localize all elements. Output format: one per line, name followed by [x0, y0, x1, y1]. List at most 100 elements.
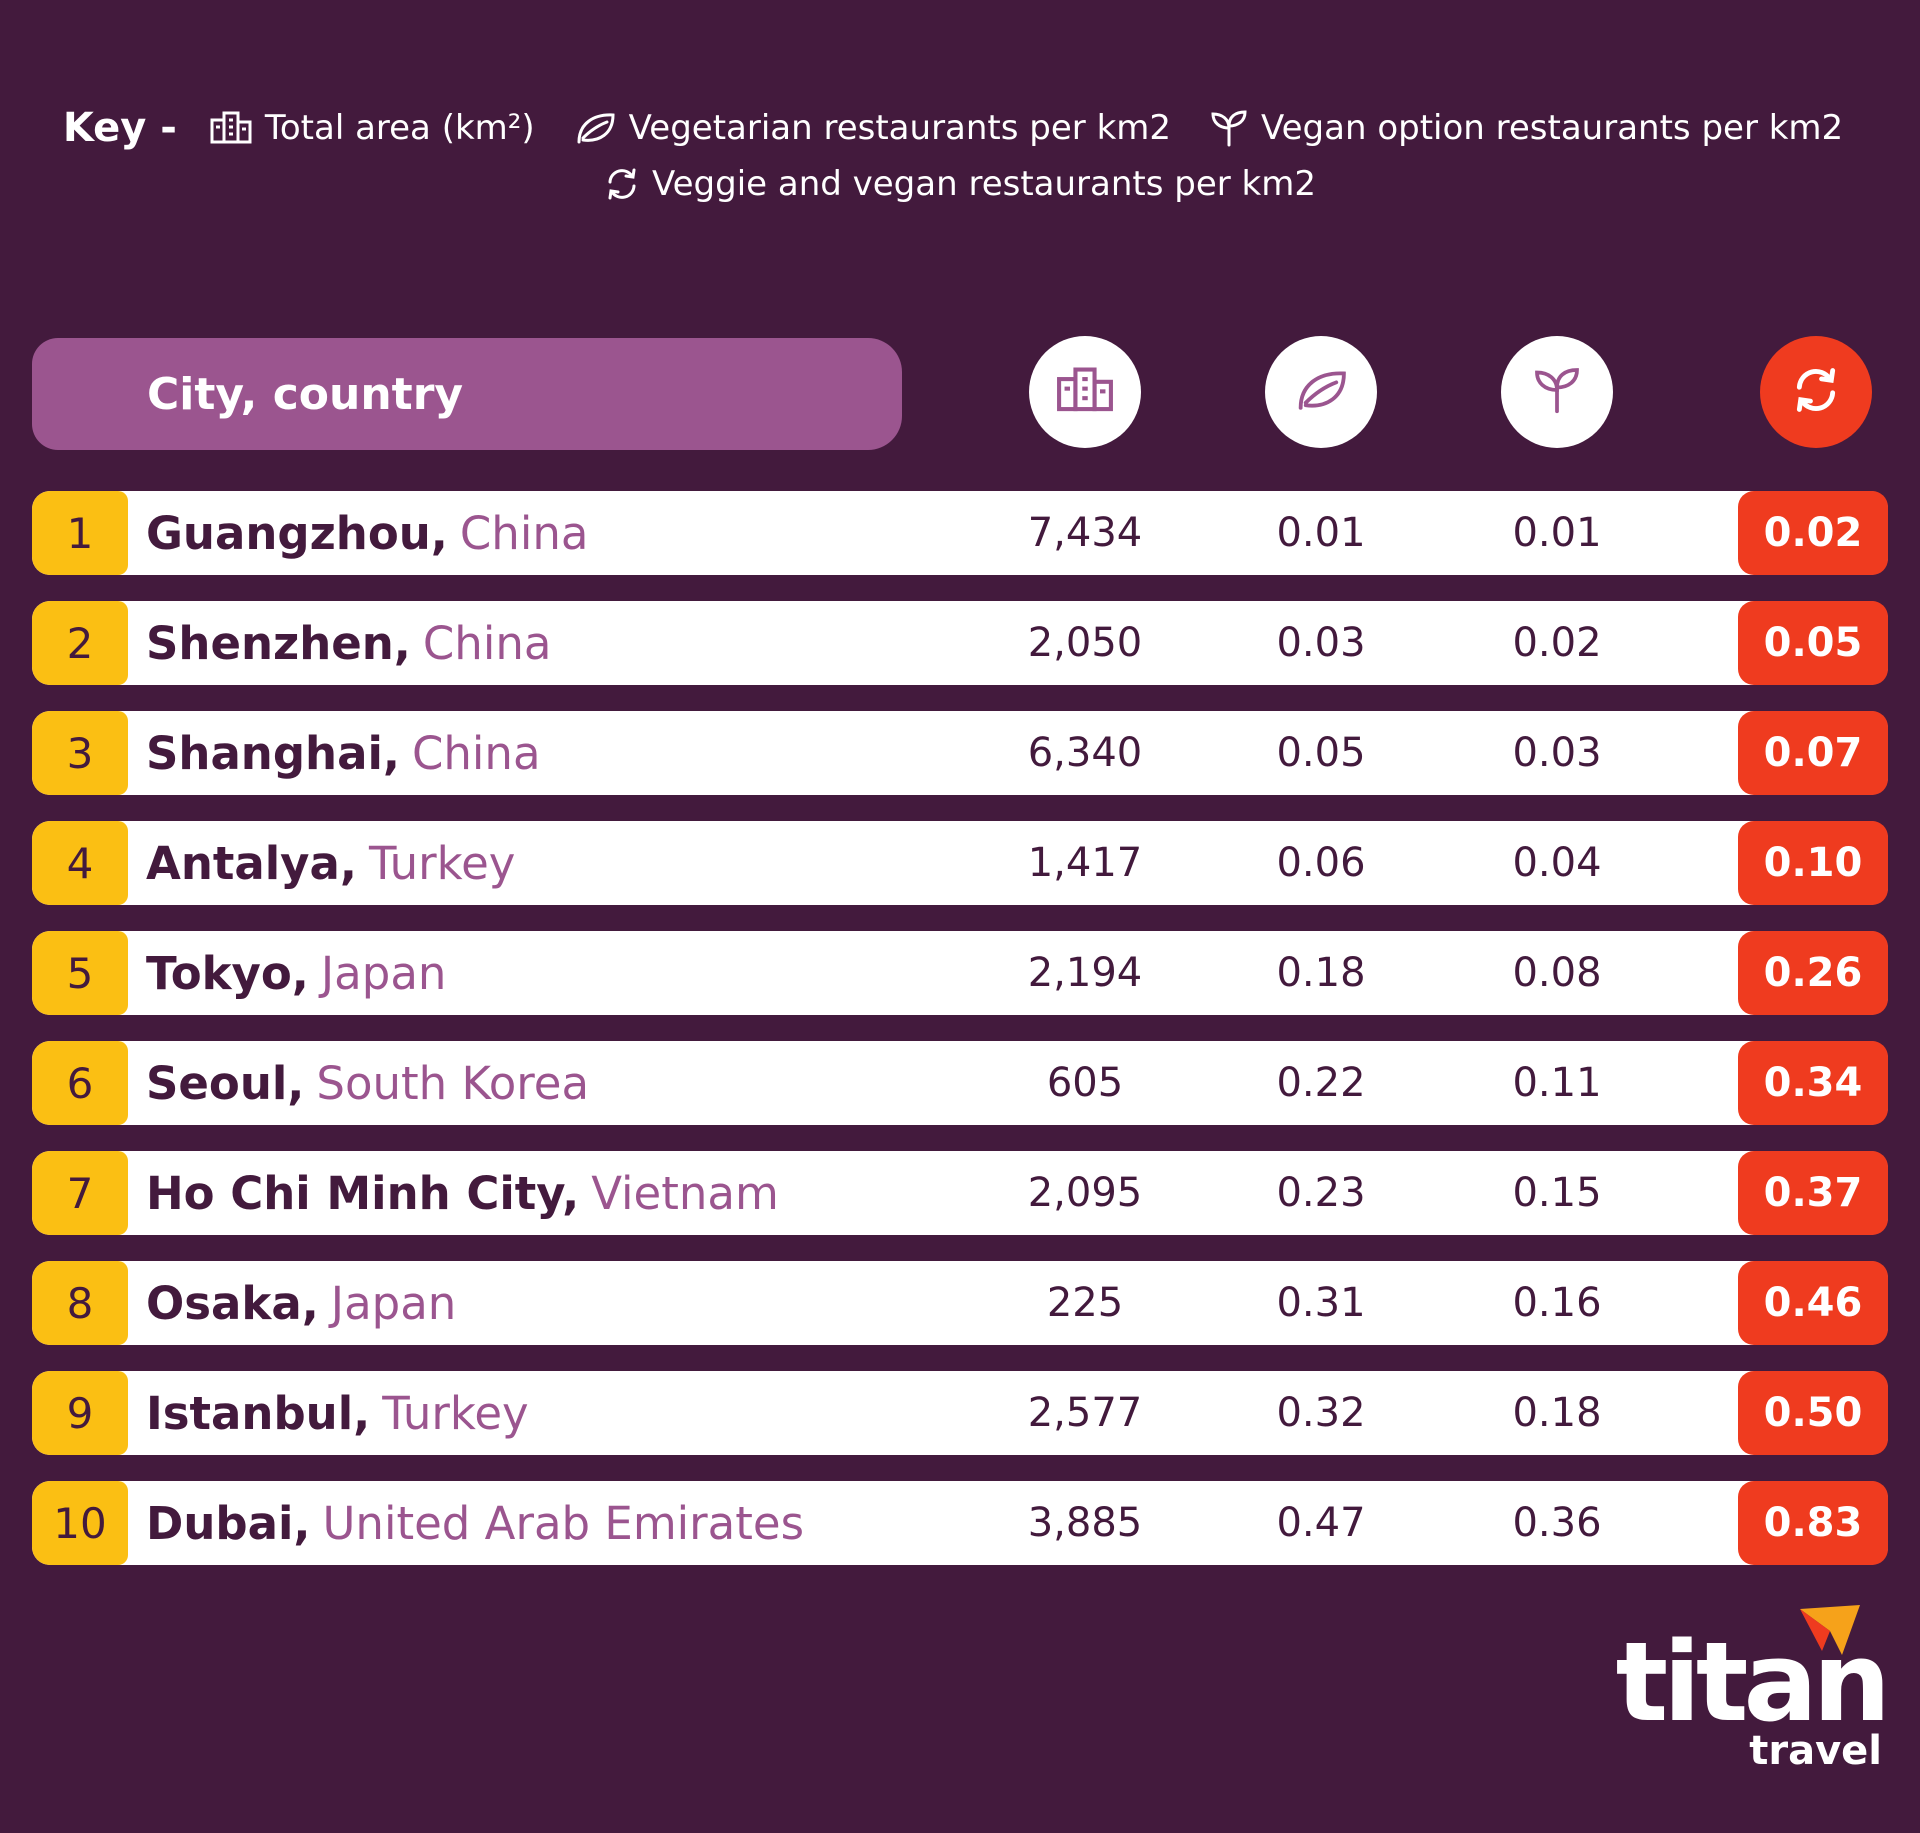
country-name: Japan — [320, 946, 447, 1000]
area-value: 7,434 — [1027, 510, 1143, 556]
combined-value: 0.07 — [1738, 711, 1888, 795]
sprout-icon — [1209, 108, 1249, 148]
table-row: 1 Guangzhou, China 7,434 0.01 0.01 0.02 — [32, 491, 1888, 575]
paper-plane-icon — [1800, 1605, 1862, 1661]
city-name: Ho Chi Minh City, — [146, 1166, 580, 1220]
table-row: 2 Shenzhen, China 2,050 0.03 0.02 0.05 — [32, 601, 1888, 685]
vegan-value: 0.36 — [1512, 1500, 1602, 1546]
rank-badge: 6 — [32, 1041, 128, 1125]
place-cell: Osaka, Japan — [146, 1261, 456, 1345]
rank-badge: 3 — [32, 711, 128, 795]
legend-item-combined: Veggie and vegan restaurants per km2 — [604, 156, 1316, 212]
table-row: 9 Istanbul, Turkey 2,577 0.32 0.18 0.50 — [32, 1371, 1888, 1455]
vegan-value: 0.11 — [1512, 1060, 1602, 1106]
place-cell: Antalya, Turkey — [146, 821, 515, 905]
rank-badge: 10 — [32, 1481, 128, 1565]
column-header-city: City, country — [32, 338, 902, 450]
country-name: China — [422, 616, 552, 670]
rank-badge: 9 — [32, 1371, 128, 1455]
column-header-vegan — [1501, 336, 1613, 448]
area-value: 225 — [1046, 1280, 1124, 1326]
vegan-value: 0.15 — [1512, 1170, 1602, 1216]
refresh-icon — [1791, 365, 1841, 419]
country-name: Turkey — [368, 836, 516, 890]
table-row: 8 Osaka, Japan 225 0.31 0.16 0.46 — [32, 1261, 1888, 1345]
combined-value: 0.02 — [1738, 491, 1888, 575]
place-cell: Guangzhou, China — [146, 491, 588, 575]
area-value: 605 — [1046, 1060, 1124, 1106]
combined-value: 0.05 — [1738, 601, 1888, 685]
vegan-value: 0.04 — [1512, 840, 1602, 886]
combined-value: 0.46 — [1738, 1261, 1888, 1345]
logo-subword: travel — [1749, 1728, 1882, 1774]
country-name: China — [411, 726, 541, 780]
legend-item-vegan: Vegan option restaurants per km2 — [1209, 100, 1843, 156]
area-value: 2,577 — [1027, 1390, 1143, 1436]
column-header-area — [1029, 336, 1141, 448]
combined-value: 0.50 — [1738, 1371, 1888, 1455]
combined-value: 0.10 — [1738, 821, 1888, 905]
rank-badge: 5 — [32, 931, 128, 1015]
place-cell: Ho Chi Minh City, Vietnam — [146, 1151, 779, 1235]
vegetarian-value: 0.31 — [1276, 1280, 1366, 1326]
vegan-value: 0.03 — [1512, 730, 1602, 776]
sprout-icon — [1532, 365, 1582, 419]
legend-line-2: Veggie and vegan restaurants per km2 — [0, 156, 1920, 212]
country-name: South Korea — [316, 1056, 590, 1110]
vegetarian-value: 0.18 — [1276, 950, 1366, 996]
vegetarian-value: 0.32 — [1276, 1390, 1366, 1436]
legend-item-vegetarian: Vegetarian restaurants per km2 — [573, 100, 1171, 156]
place-cell: Seoul, South Korea — [146, 1041, 589, 1125]
legend: Key - Total area (km²) Vegetarian restau… — [0, 100, 1920, 212]
vegan-value: 0.08 — [1512, 950, 1602, 996]
city-name: Seoul, — [146, 1056, 305, 1110]
refresh-icon — [604, 166, 640, 202]
city-name: Tokyo, — [146, 946, 309, 1000]
country-name: China — [459, 506, 589, 560]
vegan-value: 0.18 — [1512, 1390, 1602, 1436]
vegetarian-value: 0.05 — [1276, 730, 1366, 776]
area-value: 6,340 — [1027, 730, 1143, 776]
vegan-value: 0.02 — [1512, 620, 1602, 666]
country-name: Vietnam — [591, 1166, 779, 1220]
area-value: 3,885 — [1027, 1500, 1143, 1546]
vegetarian-value: 0.01 — [1276, 510, 1366, 556]
logo-word: titan — [1615, 1618, 1891, 1746]
vegan-value: 0.16 — [1512, 1280, 1602, 1326]
rank-badge: 7 — [32, 1151, 128, 1235]
titan-travel-logo: titan travel — [1616, 1605, 1891, 1775]
combined-value: 0.37 — [1738, 1151, 1888, 1235]
legend-label-area: Total area (km²) — [264, 108, 535, 148]
buildings-icon — [1055, 365, 1115, 419]
column-header-label: City, country — [147, 368, 464, 420]
country-name: Turkey — [382, 1386, 529, 1440]
legend-label-vegan: Vegan option restaurants per km2 — [1261, 108, 1844, 148]
city-name: Shanghai, — [146, 726, 400, 780]
buildings-icon — [209, 110, 253, 146]
vegetarian-value: 0.03 — [1276, 620, 1366, 666]
legend-title: Key - — [62, 105, 177, 151]
combined-value: 0.34 — [1738, 1041, 1888, 1125]
leaf-icon — [573, 110, 617, 146]
combined-value: 0.83 — [1738, 1481, 1888, 1565]
vegetarian-value: 0.22 — [1276, 1060, 1366, 1106]
vegetarian-value: 0.47 — [1276, 1500, 1366, 1546]
rank-badge: 8 — [32, 1261, 128, 1345]
country-name: Japan — [330, 1276, 457, 1330]
table-row: 3 Shanghai, China 6,340 0.05 0.03 0.07 — [32, 711, 1888, 795]
city-name: Dubai, — [146, 1496, 311, 1550]
column-header-combined — [1760, 336, 1872, 448]
vegetarian-value: 0.23 — [1276, 1170, 1366, 1216]
vegan-value: 0.01 — [1512, 510, 1602, 556]
legend-item-area: Total area (km²) — [209, 100, 535, 156]
place-cell: Shanghai, China — [146, 711, 541, 795]
city-name: Guangzhou, — [146, 506, 448, 560]
legend-line-1: Key - Total area (km²) Vegetarian restau… — [0, 100, 1920, 156]
vegetarian-value: 0.06 — [1276, 840, 1366, 886]
country-name: United Arab Emirates — [322, 1496, 805, 1550]
area-value: 1,417 — [1027, 840, 1143, 886]
rank-badge: 4 — [32, 821, 128, 905]
table-row: 7 Ho Chi Minh City, Vietnam 2,095 0.23 0.… — [32, 1151, 1888, 1235]
table-row: 6 Seoul, South Korea 605 0.22 0.11 0.34 — [32, 1041, 1888, 1125]
city-name: Antalya, — [146, 836, 357, 890]
